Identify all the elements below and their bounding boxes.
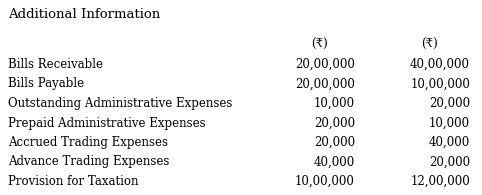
Text: Provision for Taxation: Provision for Taxation (8, 175, 138, 188)
Text: 10,00,000: 10,00,000 (410, 77, 470, 90)
Text: 12,00,000: 12,00,000 (410, 175, 470, 188)
Text: 10,000: 10,000 (314, 97, 355, 110)
Text: (₹): (₹) (312, 38, 328, 51)
Text: Accrued Trading Expenses: Accrued Trading Expenses (8, 136, 168, 149)
Text: Bills Payable: Bills Payable (8, 77, 84, 90)
Text: 20,000: 20,000 (429, 97, 470, 110)
Text: Additional Information: Additional Information (8, 8, 160, 21)
Text: 20,00,000: 20,00,000 (295, 58, 355, 71)
Text: 20,000: 20,000 (314, 136, 355, 149)
Text: Prepaid Administrative Expenses: Prepaid Administrative Expenses (8, 116, 206, 129)
Text: Advance Trading Expenses: Advance Trading Expenses (8, 155, 169, 168)
Text: 20,000: 20,000 (429, 155, 470, 168)
Text: 40,00,000: 40,00,000 (410, 58, 470, 71)
Text: 20,000: 20,000 (314, 116, 355, 129)
Text: Outstanding Administrative Expenses: Outstanding Administrative Expenses (8, 97, 232, 110)
Text: 10,00,000: 10,00,000 (295, 175, 355, 188)
Text: Bills Receivable: Bills Receivable (8, 58, 103, 71)
Text: 10,000: 10,000 (429, 116, 470, 129)
Text: 40,000: 40,000 (314, 155, 355, 168)
Text: 40,000: 40,000 (429, 136, 470, 149)
Text: (₹): (₹) (422, 38, 438, 51)
Text: 20,00,000: 20,00,000 (295, 77, 355, 90)
